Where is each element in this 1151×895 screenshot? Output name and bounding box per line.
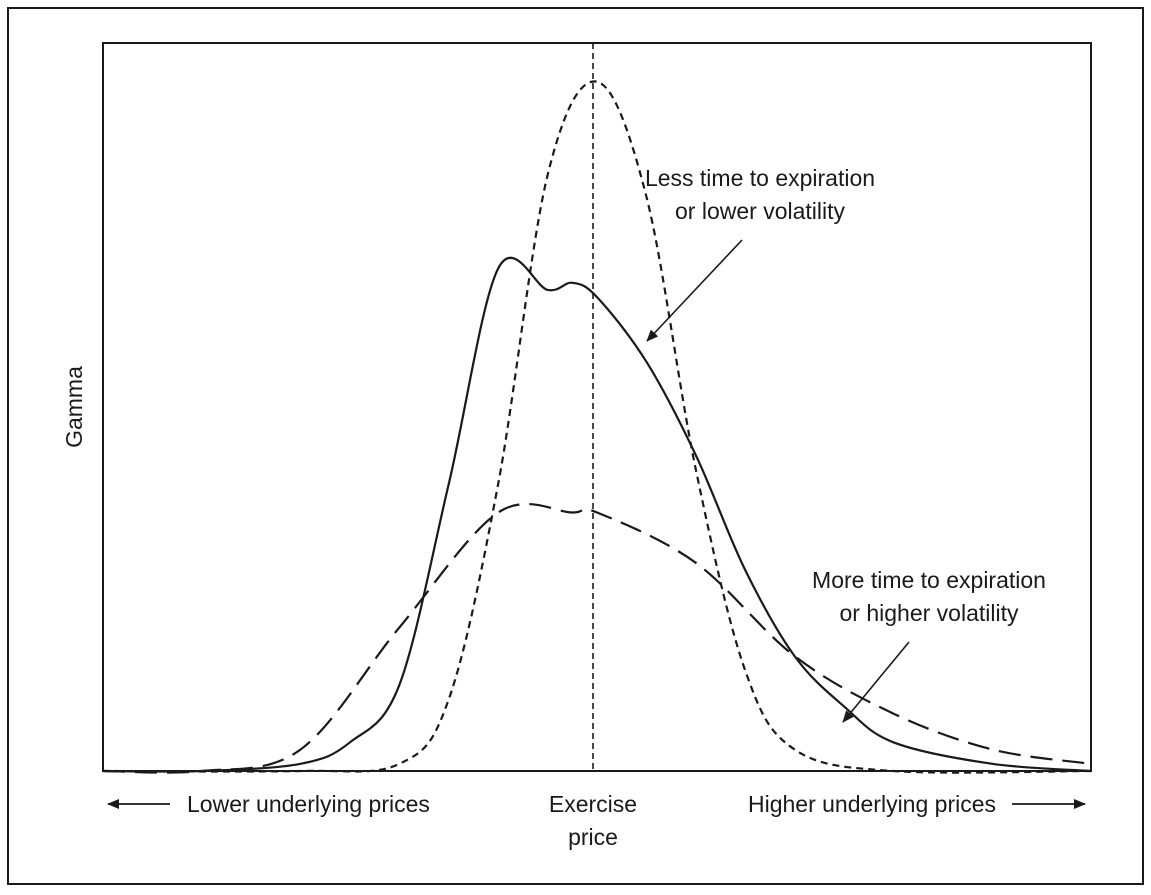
curves-group [102,80,1092,774]
annotation-more-time-arrow [842,641,910,723]
annotation-less-time-line1: Less time to expiration [645,165,875,191]
gamma-curve-short-dash [102,80,1092,774]
plot-area [102,42,1092,772]
x-label-exercise: Exercise [549,791,637,817]
x-label-higher-prices: Higher underlying prices [748,791,996,817]
gamma-curve-solid [102,256,1092,773]
gamma-curve-long-dash [102,502,1092,774]
outer-frame [7,7,1144,885]
x-label-lower-prices: Lower underlying prices [187,791,430,817]
y-axis-label: Gamma [61,366,87,448]
annotation-less-time-line2: or lower volatility [675,198,845,224]
annotation-more-time-line1: More time to expiration [812,567,1046,593]
x-label-price: price [568,824,618,850]
annotation-more-time-line2: or higher volatility [840,600,1019,626]
annotation-less-time-arrow [646,239,743,342]
